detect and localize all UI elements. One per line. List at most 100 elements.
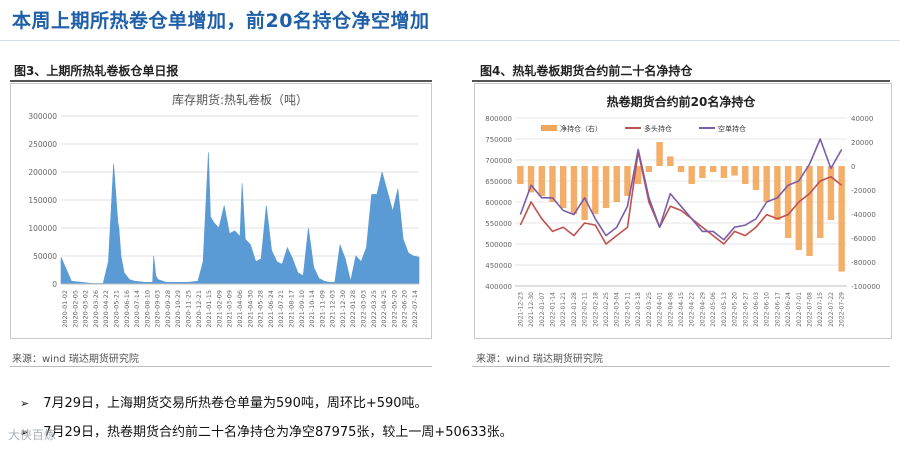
bullet-item: ➢ 7月29日，热卷期货合约前二十名净持仓为净空87975张，较上一周+50633… xyxy=(20,421,513,440)
y-left-tick-label: 750000 xyxy=(485,136,512,144)
right-figure-rule xyxy=(472,80,890,82)
net-position-bar xyxy=(517,166,524,184)
x-tick-label: 2020-06-16 xyxy=(123,290,131,328)
x-tick-label: 2022-01-28 xyxy=(571,292,578,327)
net-position-bar xyxy=(645,166,653,172)
watermark: 大侠百炼 xyxy=(8,428,57,442)
legend-swatch-bar xyxy=(541,125,557,131)
net-position-bar xyxy=(817,166,824,238)
left-figure-rule xyxy=(10,80,432,82)
x-tick-label: 2022-05-06 xyxy=(710,292,717,327)
x-tick-label: 2021-04-30 xyxy=(246,290,254,328)
x-tick-label: 2020-11-25 xyxy=(185,290,193,328)
net-position-chart: 热卷期货合约前20名净持仓400000450000500000550000600… xyxy=(485,94,880,327)
chart-title: 库存期货:热轧卷板（吨） xyxy=(172,92,308,107)
y-right-tick-label: -100000 xyxy=(851,283,880,291)
x-tick-label: 2022-01-07 xyxy=(539,292,546,327)
net-position-bar xyxy=(699,166,706,178)
y-right-tick-label: 40000 xyxy=(851,115,873,123)
x-tick-label: 2022-05-13 xyxy=(721,292,728,327)
y-left-tick-label: 650000 xyxy=(485,178,512,186)
x-tick-label: 2022-02-11 xyxy=(582,292,589,327)
y-left-tick-label: 550000 xyxy=(485,220,512,228)
net-position-bar xyxy=(827,166,835,220)
y-left-tick-label: 700000 xyxy=(485,157,512,165)
right-figure-label: 图4、热轧卷板期货合约前二十名净持仓 xyxy=(480,64,693,78)
net-position-bar xyxy=(720,166,728,178)
y-right-tick-label: -20000 xyxy=(851,187,876,195)
net-position-bar xyxy=(581,166,588,220)
x-tick-label: 2022-01-28 xyxy=(349,290,357,328)
net-position-bar xyxy=(527,166,535,193)
x-tick-label: 2022-05-20 xyxy=(732,292,739,327)
net-position-bar xyxy=(634,166,642,184)
y-left-tick-label: 500000 xyxy=(485,241,512,249)
bullet-item: ➢ 7月29日，上海期货交易所热卷仓单量为590吨，周环比+590吨。 xyxy=(20,392,428,411)
long-position-line xyxy=(519,150,843,245)
net-position-bar xyxy=(752,166,760,190)
inventory-area-series xyxy=(60,152,420,285)
warehouse-receipt-chart: 库存期货:热轧卷板（吨） 0 50000 100000 150000 200000 2500… xyxy=(28,92,420,328)
y-tick-label: 200000 xyxy=(28,168,57,177)
x-tick-label: 2022-04-15 xyxy=(678,292,685,327)
net-position-bar xyxy=(763,166,770,202)
x-tick-label: 2021-09-10 xyxy=(298,290,306,328)
x-tick-label: 2022-06-24 xyxy=(785,292,792,327)
left-figure-label: 图3、上期所热轧卷板仓单日报 xyxy=(14,64,179,78)
net-position-bar xyxy=(838,166,845,272)
x-tick-label: 2022-07-15 xyxy=(817,292,824,327)
x-tick-label: 2022-06-10 xyxy=(764,292,771,327)
arrow-bullet-icon: ➢ xyxy=(20,397,30,410)
left-source: 来源：wind 瑞达期货研究院 xyxy=(12,354,139,365)
x-tick-label: 2022-04-01 xyxy=(657,292,664,327)
right-chart-frame: 热卷期货合约前20名净持仓 400000 450000 500000 550000 600… xyxy=(474,83,892,339)
x-tick-label: 2021-12-23 xyxy=(517,292,524,327)
net-position-bar xyxy=(559,166,567,208)
net-position-bar xyxy=(688,166,695,184)
x-tick-label: 2021-10-14 xyxy=(308,290,316,328)
x-tick-label: 2021-06-24 xyxy=(267,290,275,328)
y-tick-label: 150000 xyxy=(28,196,57,205)
x-tick-label: 2020-04-22 xyxy=(102,290,110,328)
x-tick-label: 2021-03-09 xyxy=(226,290,234,328)
x-tick-label: 2021-08-17 xyxy=(287,290,295,328)
x-tick-label: 2020-08-10 xyxy=(143,290,151,328)
right-source-rule xyxy=(472,366,890,367)
y-tick-label: 50000 xyxy=(33,252,57,261)
left-chart-frame: 库存期货:热轧卷板（吨） 0 50000 100000 150000 200000 2500… xyxy=(10,83,432,339)
x-tick-label: 2022-04-22 xyxy=(689,292,696,327)
net-position-bar xyxy=(742,166,749,184)
x-tick-label: 2021-11-09 xyxy=(318,290,326,328)
x-tick-label: 2022-03-11 xyxy=(624,292,631,327)
y-tick-label: 300000 xyxy=(28,112,57,121)
x-tick-label: 2020-10-29 xyxy=(174,290,182,328)
net-position-bar xyxy=(538,166,545,196)
x-tick-label: 2022-03-25 xyxy=(646,292,653,327)
net-position-bar xyxy=(795,166,803,250)
x-tick-label: 2022-07-14 xyxy=(411,290,419,328)
net-position-bar xyxy=(613,166,620,202)
x-tick-label: 2022-07-08 xyxy=(807,292,814,327)
x-tick-label: 2021-01-15 xyxy=(205,290,213,328)
x-tick-label: 2021-12-30 xyxy=(339,290,347,328)
x-tick-label: 2021-02-09 xyxy=(215,290,223,328)
bullet-text: 7月29日，热卷期货合约前二十名净持仓为净空87975张，较上一周+50633张… xyxy=(43,425,513,440)
net-position-bar xyxy=(731,166,738,176)
net-position-bar xyxy=(570,166,578,214)
x-tick-label: 2022-05-20 xyxy=(390,290,398,328)
slide-title: 本周上期所热卷仓单增加，前20名持仓净空增加 xyxy=(12,10,430,32)
net-position-bar xyxy=(602,166,610,208)
y-right-tick-label: -60000 xyxy=(851,235,876,243)
y-tick-label: 0 xyxy=(52,280,57,289)
x-tick-label: 2022-07-01 xyxy=(796,292,803,327)
net-position-bar xyxy=(667,156,674,166)
title-divider xyxy=(0,40,900,41)
x-tick-label: 2022-01-14 xyxy=(549,292,556,327)
net-position-bar xyxy=(774,166,781,220)
net-position-bar xyxy=(624,166,631,196)
y-tick-label: 100000 xyxy=(28,224,57,233)
x-tick-label: 2022-03-25 xyxy=(370,290,378,328)
y-right-tick-label: -40000 xyxy=(851,211,876,219)
legend-label: 多头持仓 xyxy=(644,124,672,133)
x-tick-label: 2020-03-26 xyxy=(92,290,100,328)
